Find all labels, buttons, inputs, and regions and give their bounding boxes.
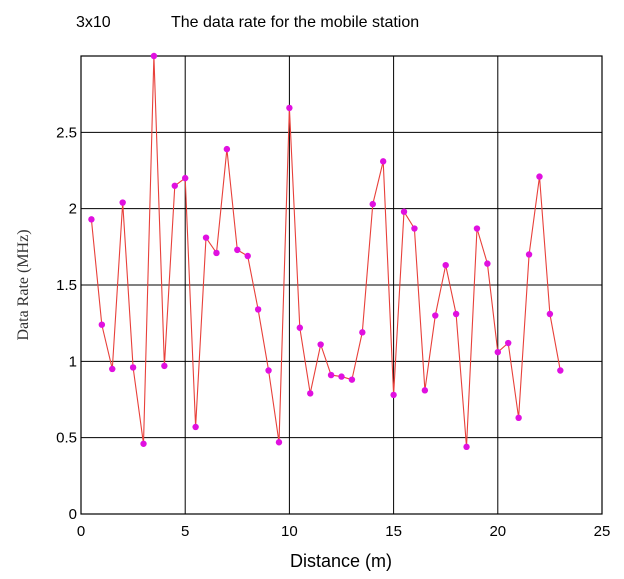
series-line xyxy=(90,55,561,447)
data-point xyxy=(317,341,324,348)
data-point xyxy=(88,216,95,223)
plot-frame xyxy=(80,55,603,515)
x-tick-label: 20 xyxy=(489,523,506,540)
data-point xyxy=(494,348,501,356)
data-point xyxy=(161,362,168,370)
data-point xyxy=(171,182,178,189)
y-tick-label: 0.5 xyxy=(56,430,77,447)
y-axis-label: Data Rate (MHz) xyxy=(15,229,32,340)
data-point xyxy=(98,321,106,328)
data-point xyxy=(515,414,522,422)
data-point xyxy=(379,158,387,165)
data-point xyxy=(546,310,554,318)
y-tick-label: 1 xyxy=(69,353,77,370)
data-point xyxy=(327,371,335,379)
data-point xyxy=(307,390,314,397)
chart-title-prefix: 3x10 xyxy=(76,14,111,31)
chart-title: The data rate for the mobile station xyxy=(171,14,419,31)
data-point xyxy=(129,364,137,371)
x-axis-label: Distance (m) xyxy=(290,551,392,571)
data-point xyxy=(265,367,272,374)
data-point xyxy=(140,440,147,447)
data-point xyxy=(359,329,366,336)
data-point xyxy=(411,225,418,232)
data-point xyxy=(432,312,439,319)
data-point xyxy=(536,173,543,180)
y-tick-label: 1.5 xyxy=(56,277,77,294)
data-point xyxy=(473,225,481,232)
x-tick-label: 0 xyxy=(77,523,85,540)
data-point xyxy=(296,324,304,331)
data-point xyxy=(463,443,470,451)
series-polyline xyxy=(90,55,561,447)
y-tick-label: 0 xyxy=(69,506,77,523)
tick-labels: 0 5 10 15 20 25 0 0.5 1 1.5 2 2.5 xyxy=(56,124,610,540)
data-point xyxy=(223,145,231,153)
x-tick-label: 10 xyxy=(281,523,298,540)
data-point xyxy=(150,52,158,60)
x-tick-label: 25 xyxy=(594,523,611,540)
y-tick-label: 2 xyxy=(69,201,77,218)
data-point xyxy=(557,367,564,374)
data-point xyxy=(442,261,449,269)
data-point xyxy=(119,199,126,206)
data-point xyxy=(234,246,241,254)
data-point xyxy=(348,376,356,383)
data-point xyxy=(525,251,533,258)
data-point xyxy=(192,423,199,431)
y-tick-label: 2.5 xyxy=(56,124,77,141)
data-point xyxy=(369,200,376,208)
x-tick-label: 5 xyxy=(181,523,189,540)
data-point xyxy=(182,174,189,182)
data-point xyxy=(109,365,116,373)
data-point xyxy=(505,339,512,347)
data-point xyxy=(202,234,210,241)
data-point xyxy=(244,252,251,260)
data-point xyxy=(400,208,408,215)
data-point xyxy=(213,249,220,257)
series-markers xyxy=(88,52,564,451)
data-point xyxy=(421,387,429,394)
data-point xyxy=(390,391,397,399)
data-point xyxy=(338,373,345,380)
data-point xyxy=(286,104,293,112)
data-point xyxy=(254,306,262,313)
grid-lines xyxy=(81,56,602,514)
data-point xyxy=(484,260,491,267)
data-point xyxy=(275,439,283,446)
data-point xyxy=(452,310,460,318)
x-tick-label: 15 xyxy=(385,523,402,540)
